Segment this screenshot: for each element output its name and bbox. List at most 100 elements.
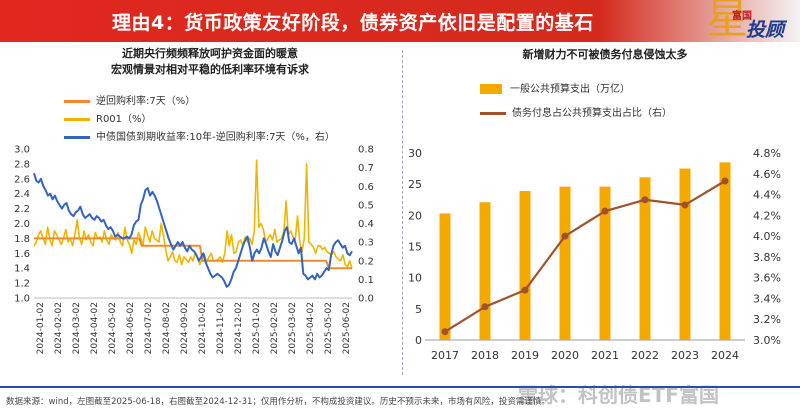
y-right-tick-label: 0.7: [358, 163, 374, 174]
x-tick-label: 2018: [471, 349, 499, 362]
bar-2024: [719, 162, 731, 340]
right-chart-title: 新增财力不可被债务付息侵蚀太多: [522, 48, 688, 61]
x-tick-label: 2024-11-02: [216, 302, 226, 354]
left-chart-title: 近期央行频频释放呵护资金面的暖意: [122, 47, 298, 60]
star-icon: 星: [706, 0, 749, 43]
series-line-0: [34, 237, 352, 270]
interest-ratio-point: [721, 177, 729, 185]
y-right-tick-label: 3.2%: [753, 313, 781, 326]
y-left-tick-label: 1.2: [14, 279, 30, 290]
y-left-tick-label: 25: [408, 178, 422, 191]
x-tick-label: 2024-05-02: [108, 302, 118, 354]
legend-item-r001: R001（%）: [64, 110, 152, 125]
y-left-tick-label: 2.2: [14, 204, 30, 215]
bar-2022: [639, 177, 651, 340]
left-chart-subtitle: 宏观情景对相对平稳的低利率环境有诉求: [111, 63, 309, 76]
legend-item-spread: 中债国债到期收益率:10年-逆回购利率:7天（%，右）: [64, 128, 335, 143]
legend-label: 逆回购利率:7天（%）: [96, 96, 196, 107]
x-tick-label: 2022: [631, 349, 659, 362]
page-title: 理由4：货币政策友好阶段，债券资产依旧是配置的基石: [112, 12, 594, 34]
interest-ratio-point: [481, 303, 489, 311]
y-left-tick-label: 1.6: [14, 249, 30, 260]
x-tick-label: 2025-04-02: [306, 302, 316, 354]
legend-swatch: [64, 117, 90, 121]
x-tick-label: 2023: [671, 349, 699, 362]
y-right-tick-label: 3.0%: [753, 334, 781, 347]
legend-label: R001（%）: [96, 114, 152, 125]
bar-2017: [439, 213, 451, 340]
legend-label: 中债国债到期收益率:10年-逆回购利率:7天（%，右）: [96, 132, 335, 143]
y-left-tick-label: 20: [408, 209, 422, 222]
interest-ratio-point: [441, 328, 449, 336]
footer-source-note: 数据来源：wind，左图截至2025-06-18，右图截至2024-12-31；…: [6, 397, 550, 407]
y-right-tick-label: 4.4%: [753, 189, 781, 202]
legend-label: 一般公共预算支出（万亿）: [510, 84, 630, 95]
y-right-tick-label: 0.2: [358, 256, 374, 267]
y-left-tick-label: 5: [415, 303, 422, 316]
panel-divider: [402, 50, 403, 375]
x-tick-label: 2024-08-02: [162, 302, 172, 354]
bar-2019: [519, 191, 531, 340]
x-tick-label: 2024-03-02: [72, 302, 82, 354]
y-left-tick-label: 1.0: [14, 294, 30, 305]
y-left-tick-label: 15: [408, 241, 422, 254]
bar-2018: [479, 202, 491, 340]
bar-2023: [679, 168, 691, 340]
x-tick-label: 2024-09-02: [180, 302, 190, 354]
legend-item-expenditure: 一般公共预算支出（万亿）: [480, 80, 630, 95]
y-left-tick-label: 1.8: [14, 234, 30, 245]
x-tick-label: 2024-02-02: [54, 302, 64, 354]
y-right-tick-label: 0.6: [358, 182, 374, 193]
x-tick-label: 2025-02-02: [270, 302, 280, 354]
y-left-tick-label: 0: [415, 334, 422, 347]
interest-ratio-point: [521, 286, 529, 294]
left-chart-titles: 近期央行频频释放呵护资金面的暖意 宏观情景对相对平稳的低利率环境有诉求: [70, 46, 350, 78]
y-left-tick-label: 3.0: [14, 145, 30, 156]
logo-small-text: 富国: [732, 11, 752, 22]
x-tick-label: 2025-06-02: [342, 302, 352, 354]
y-left-tick-label: 2.0: [14, 219, 30, 230]
interest-ratio-point: [561, 232, 569, 240]
y-right-tick-label: 4.8%: [753, 147, 781, 160]
legend-swatch: [64, 135, 90, 139]
left-chart: 1.0 1.2 1.4 1.6 1.8 2.0 2.2 2.4 2.6 2.8 3.0 0.0 0.1 0…: [14, 145, 374, 355]
interest-ratio-point: [681, 201, 689, 209]
bar-2021: [599, 186, 611, 340]
legend-swatch: [480, 111, 506, 115]
y-right-tick-label: 0.1: [358, 275, 374, 286]
right-chart: 0 5 10 15 20 25 30 3.0% 3.2% 3.4% 3.6% 3.8% 4.0% 4.2%…: [408, 147, 781, 362]
y-right-tick-label: 4.0%: [753, 230, 781, 243]
y-right-tick-label: 0.5: [358, 200, 374, 211]
x-tick-label: 2024: [711, 349, 739, 362]
y-right-tick-label: 3.6%: [753, 272, 781, 285]
y-right-tick-label: 0.8: [358, 145, 374, 156]
y-left-tick-label: 2.6: [14, 174, 30, 185]
footer-divider: [0, 386, 800, 388]
y-left-tick-label: 30: [408, 147, 422, 160]
bar-2020: [559, 186, 571, 340]
legend-label: 债务付息占公共预算支出占比（右）: [512, 108, 672, 119]
y-right-tick-label: 4.2%: [753, 209, 781, 222]
legend-item-reverse-repo: 逆回购利率:7天（%）: [64, 92, 195, 107]
logo-big-text: 投顾: [746, 19, 785, 41]
y-right-tick-label: 0.4: [358, 219, 374, 230]
y-right-tick-label: 3.8%: [753, 251, 781, 264]
x-tick-label: 2024-12-02: [234, 302, 244, 354]
y-right-tick-label: 0.3: [358, 238, 374, 249]
y-right-tick-label: 3.4%: [753, 292, 781, 305]
interest-ratio-point: [601, 207, 609, 215]
x-tick-label: 2024-10-02: [198, 302, 208, 354]
x-tick-label: 2025-01-02: [252, 302, 262, 354]
x-tick-label: 2025-05-02: [324, 302, 334, 354]
y-right-tick-label: 0.0: [358, 294, 374, 305]
interest-ratio-point: [641, 196, 649, 204]
legend-item-interest-ratio: 债务付息占公共预算支出占比（右）: [480, 104, 672, 119]
y-left-tick-label: 2.4: [14, 189, 30, 200]
x-tick-label: 2024-01-02: [36, 302, 46, 354]
y-left-tick-label: 10: [408, 272, 422, 285]
x-tick-label: 2021: [591, 349, 619, 362]
interest-ratio-line: [444, 180, 726, 333]
legend-swatch: [480, 84, 502, 94]
legend-swatch: [64, 99, 90, 103]
header-banner: 理由4：货币政策友好阶段，债券资产依旧是配置的基石: [0, 0, 800, 42]
